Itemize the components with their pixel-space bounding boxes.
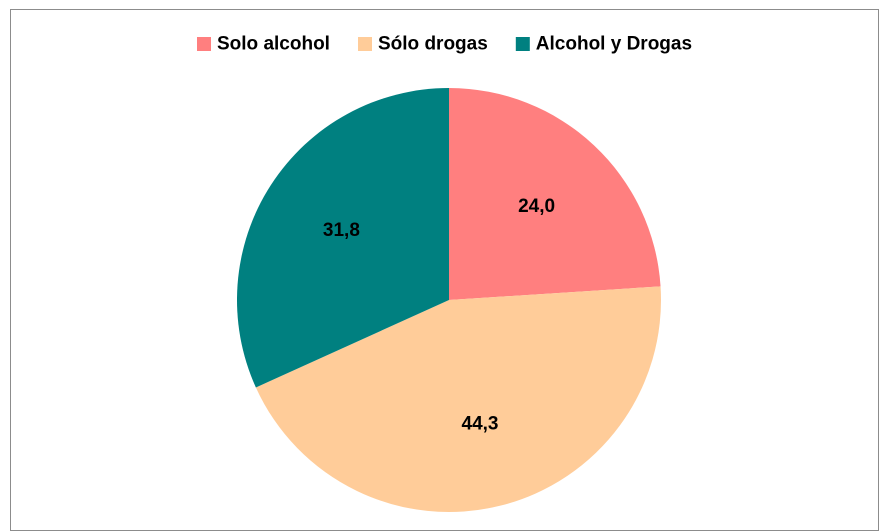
pie-slice-solo-alcohol	[449, 88, 661, 300]
data-label-solo-alcohol: 24,0	[518, 196, 555, 217]
chart-area: Solo alcohol Sólo drogas Alcohol y Drogas …	[10, 9, 879, 531]
pie-slice-alcohol-y-drogas	[236, 88, 449, 388]
pie-slices	[236, 88, 661, 513]
legend-label: Solo alcohol	[217, 34, 330, 55]
legend-item-alcohol-y-drogas: Alcohol y Drogas	[515, 34, 692, 55]
legend-swatch	[358, 37, 372, 51]
legend: Solo alcohol Sólo drogas Alcohol y Drogas	[197, 34, 692, 55]
legend-swatch	[197, 37, 211, 51]
pie-slice-sólo-drogas	[255, 286, 661, 513]
chart-title-clipped	[0, 0, 882, 9]
legend-label: Alcohol y Drogas	[536, 34, 692, 55]
legend-item-solo-alcohol: Solo alcohol	[197, 34, 330, 55]
data-label-sólo-drogas: 44,3	[462, 414, 499, 435]
data-label-alcohol-y-drogas: 31,8	[323, 220, 360, 241]
pie-chart: Solo alcohol Sólo drogas Alcohol y Drogas …	[197, 34, 692, 513]
legend-swatch	[515, 37, 530, 51]
legend-label: Sólo drogas	[378, 34, 488, 55]
data-labels: 24,0 44,3 31,8	[323, 196, 555, 435]
legend-item-sólo-drogas: Sólo drogas	[358, 34, 488, 55]
